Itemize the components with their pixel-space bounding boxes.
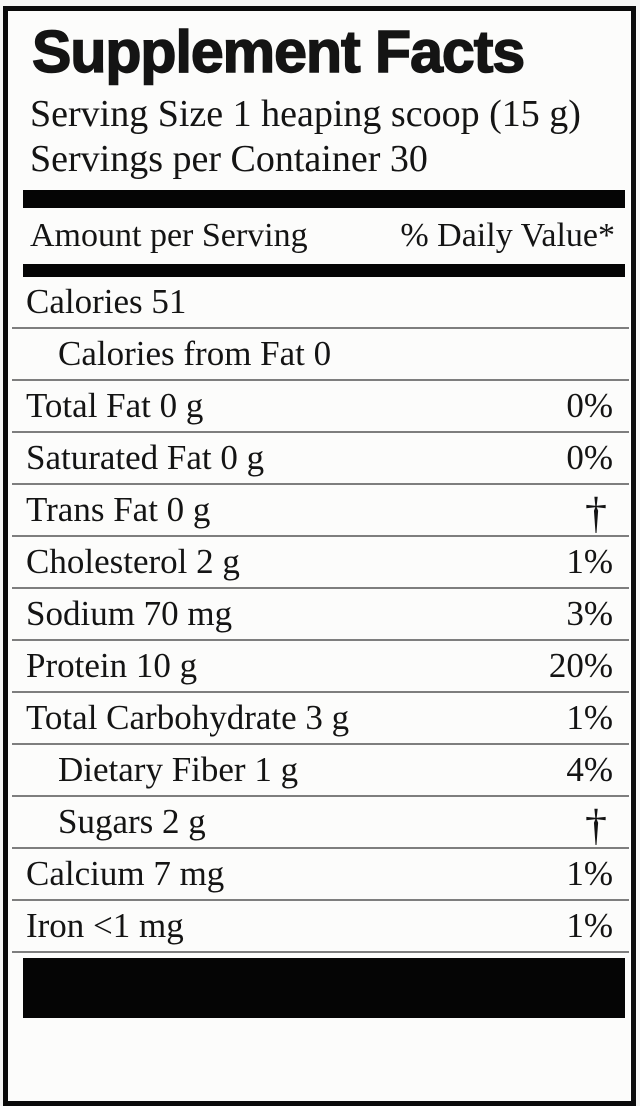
nutrient-name: Dietary Fiber 1 g (58, 750, 299, 789)
servings-per-container-text: Servings per Container 30 (30, 138, 428, 180)
nutrient-value: 0% (566, 438, 613, 477)
nutrient-name: Total Carbohydrate 3 g (26, 698, 350, 737)
nutrient-value: 1% (566, 698, 613, 737)
nutrient-row: Sodium 70 mg 3% (12, 589, 629, 641)
serving-size-text: Serving Size 1 heaping scoop (15 g) (30, 93, 581, 135)
nutrient-name: Trans Fat 0 g (26, 490, 211, 529)
column-header-row: Amount per Serving % Daily Value* (8, 208, 631, 264)
nutrient-row: Total Fat 0 g 0% (12, 381, 629, 433)
nutrient-name: Calcium 7 mg (26, 854, 225, 893)
nutrient-row: Calories from Fat 0 (12, 329, 629, 381)
nutrient-row: Total Carbohydrate 3 g 1% (12, 693, 629, 745)
nutrient-name: Sugars 2 g (58, 802, 206, 841)
nutrient-rows: Calories 51 Calories from Fat 0 Total Fa… (8, 277, 631, 953)
nutrient-name: Sodium 70 mg (26, 594, 233, 633)
daily-value-header: % Daily Value* (400, 217, 615, 254)
amount-per-serving-header: Amount per Serving (30, 217, 308, 254)
top-divider-bar (23, 190, 625, 208)
nutrient-value: 1% (566, 906, 613, 945)
nutrient-value: 4% (566, 750, 613, 789)
nutrient-row: Calcium 7 mg 1% (12, 849, 629, 901)
nutrient-row: Protein 10 g 20% (12, 641, 629, 693)
nutrient-value: 3% (566, 594, 613, 633)
nutrient-value: 1% (566, 854, 613, 893)
nutrient-row: Sugars 2 g † (12, 797, 629, 849)
nutrient-row: Saturated Fat 0 g 0% (12, 433, 629, 485)
nutrient-name: Iron <1 mg (26, 906, 184, 945)
header-divider-bar (23, 264, 625, 277)
nutrient-name: Calories 51 (26, 282, 187, 321)
nutrient-name: Saturated Fat 0 g (26, 438, 265, 477)
nutrient-name: Total Fat 0 g (26, 386, 204, 425)
label-title: Supplement Facts (31, 19, 526, 85)
nutrient-row: Cholesterol 2 g 1% (12, 537, 629, 589)
nutrient-name: Protein 10 g (26, 646, 198, 685)
supplement-facts-label: Supplement Facts Serving Size 1 heaping … (3, 6, 636, 1106)
nutrient-row: Trans Fat 0 g † (12, 485, 629, 537)
nutrient-row: Dietary Fiber 1 g 4% (12, 745, 629, 797)
nutrient-row: Iron <1 mg 1% (12, 901, 629, 953)
nutrient-value: 20% (548, 646, 613, 685)
serving-info: Serving Size 1 heaping scoop (15 g) Serv… (30, 92, 631, 182)
nutrient-row: Calories 51 (12, 277, 629, 329)
nutrient-value: 0% (566, 386, 613, 425)
nutrient-value: 1% (566, 542, 613, 581)
bottom-divider-bar (23, 958, 625, 1018)
nutrient-name: Cholesterol 2 g (26, 542, 240, 581)
nutrient-name: Calories from Fat 0 (58, 334, 332, 373)
